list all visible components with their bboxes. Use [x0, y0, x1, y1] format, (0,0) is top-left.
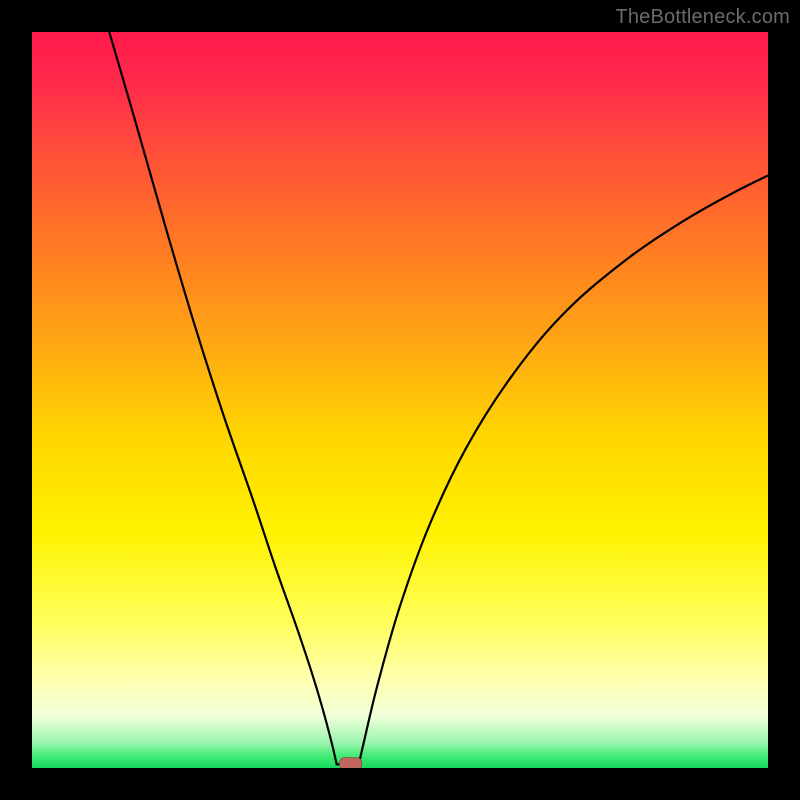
minimum-marker [340, 758, 362, 770]
plot-svg [0, 0, 800, 800]
chart-container: TheBottleneck.com [0, 0, 800, 800]
watermark-text: TheBottleneck.com [615, 6, 790, 29]
